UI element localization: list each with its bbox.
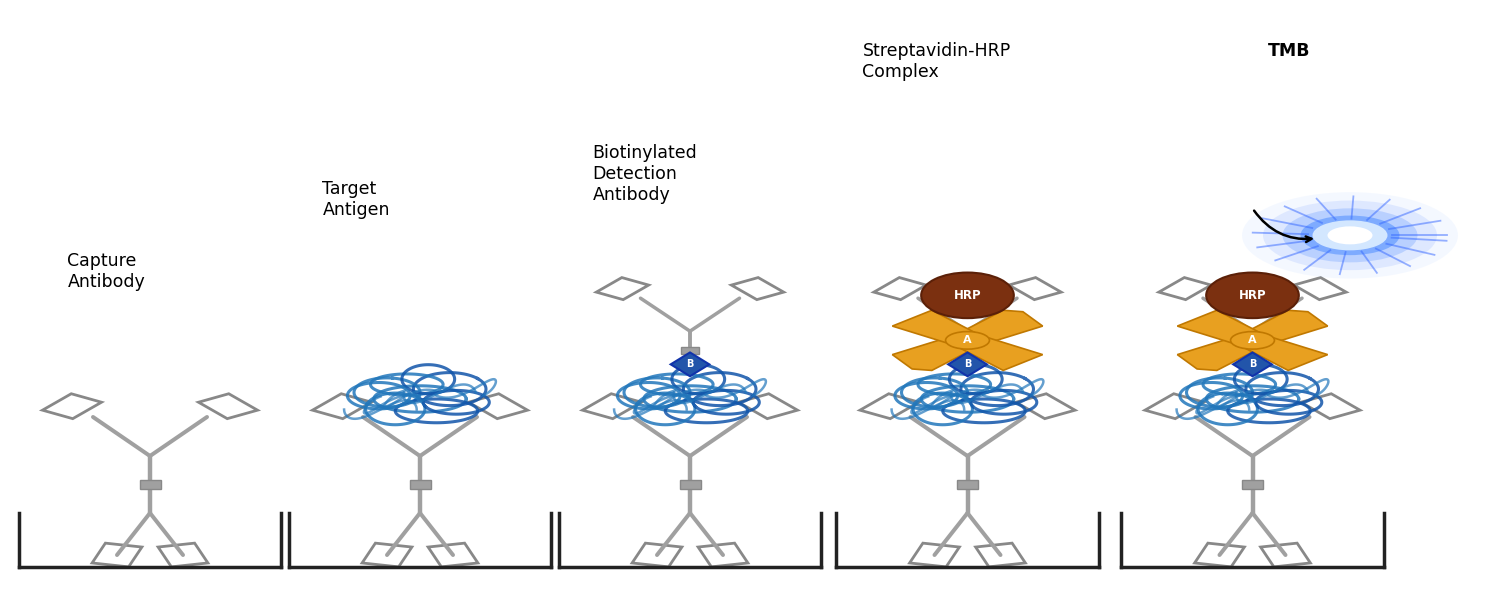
- Circle shape: [1328, 226, 1372, 244]
- Bar: [140, 480, 160, 488]
- Text: B: B: [964, 359, 970, 370]
- Text: B: B: [1250, 359, 1256, 370]
- Circle shape: [1300, 215, 1400, 255]
- Polygon shape: [956, 335, 1042, 370]
- Text: Capture
Antibody: Capture Antibody: [68, 252, 146, 291]
- Bar: [410, 480, 430, 488]
- Circle shape: [1230, 332, 1275, 349]
- Ellipse shape: [921, 272, 1014, 318]
- Bar: [958, 347, 976, 354]
- Text: Target
Antigen: Target Antigen: [322, 180, 390, 219]
- Bar: [957, 480, 978, 488]
- Text: B: B: [687, 359, 693, 370]
- Circle shape: [1263, 200, 1437, 270]
- Circle shape: [1282, 208, 1418, 262]
- Ellipse shape: [1206, 272, 1299, 318]
- Polygon shape: [892, 310, 980, 346]
- Circle shape: [945, 332, 990, 349]
- Polygon shape: [1178, 335, 1264, 370]
- Bar: [1242, 480, 1263, 488]
- Polygon shape: [956, 310, 1042, 346]
- Text: A: A: [963, 335, 972, 346]
- Polygon shape: [670, 352, 710, 376]
- Text: HRP: HRP: [1239, 289, 1266, 302]
- Circle shape: [1242, 192, 1458, 278]
- Polygon shape: [1178, 310, 1264, 346]
- Text: HRP: HRP: [954, 289, 981, 302]
- Text: TMB: TMB: [1268, 42, 1310, 60]
- Polygon shape: [948, 352, 987, 376]
- Polygon shape: [1240, 335, 1328, 370]
- Polygon shape: [1240, 310, 1328, 346]
- Circle shape: [1312, 220, 1388, 250]
- Bar: [681, 347, 699, 354]
- Text: Streptavidin-HRP
Complex: Streptavidin-HRP Complex: [862, 42, 1011, 81]
- Bar: [1244, 347, 1262, 354]
- Bar: [680, 480, 700, 488]
- Polygon shape: [1233, 352, 1272, 376]
- Polygon shape: [892, 335, 980, 370]
- Text: Biotinylated
Detection
Antibody: Biotinylated Detection Antibody: [592, 144, 698, 203]
- Text: A: A: [1248, 335, 1257, 346]
